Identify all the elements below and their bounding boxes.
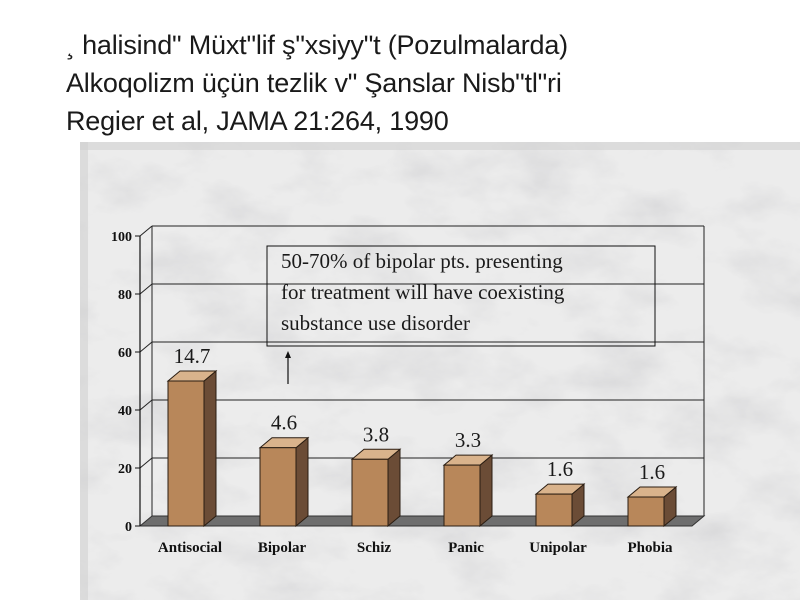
- y-tick-label: 60: [118, 346, 132, 361]
- y-tick-label: 100: [111, 230, 132, 245]
- bar-antisocial: [166, 369, 218, 528]
- y-tick-label: 80: [118, 288, 132, 303]
- gridline-depth: [139, 225, 153, 237]
- title-line-2: Alkoqolizm üçün tezlik vʺ Şanslar Nisbʺt…: [66, 68, 562, 98]
- bar-front: [443, 464, 481, 527]
- slide-title: ¸ halisindʺ Müxtʺlif şʺxsiyyʺt (Pozulmal…: [66, 26, 786, 140]
- gridline-depth: [139, 399, 153, 411]
- annotation-box: 50-70% of bipolar pts. presenting for tr…: [267, 246, 655, 346]
- x-tick-label-schiz: Schiz: [357, 540, 392, 556]
- x-tick-label-bipolar: Bipolar: [258, 540, 307, 556]
- bar-front: [351, 458, 389, 527]
- gridline-depth: [139, 457, 153, 469]
- bar-side: [387, 448, 401, 528]
- annotation-line-1: 50-70% of bipolar pts. presenting: [281, 249, 563, 273]
- annotation-line-2: for treatment will have coexisting: [281, 280, 565, 304]
- bar-series: [166, 369, 678, 528]
- y-tick-label: 40: [118, 404, 132, 419]
- data-label-phobia: 1.6: [639, 460, 665, 484]
- bar-front: [259, 447, 297, 527]
- bar-bipolar: [258, 436, 310, 528]
- y-tick-label: 20: [118, 462, 132, 477]
- y-axis: 0 20 40 60 80 100: [111, 230, 141, 535]
- gridline-depth: [139, 341, 153, 353]
- annotation-line-3: substance use disorder: [281, 311, 470, 335]
- arrow-head: [285, 351, 291, 358]
- bar-side: [203, 369, 217, 528]
- y-tick-label: 0: [125, 520, 132, 535]
- annotation-border: [266, 245, 656, 347]
- bar-front: [535, 493, 573, 527]
- bar-panic: [442, 454, 494, 528]
- data-label-bipolar: 4.6: [271, 411, 297, 435]
- data-label-panic: 3.3: [455, 428, 481, 452]
- bar-side: [479, 454, 493, 528]
- bar-unipolar: [534, 483, 586, 528]
- x-tick-label-antisocial: Antisocial: [158, 540, 222, 556]
- annotation-arrow: [266, 245, 656, 384]
- title-line-1: ¸ halisindʺ Müxtʺlif şʺxsiyyʺt (Pozulmal…: [66, 30, 568, 60]
- chart-floor: [138, 515, 706, 527]
- bar-phobia: [626, 485, 678, 528]
- bar-side: [295, 436, 309, 528]
- chart-labels: 14.7 Antisocial 4.6 Bipolar 3.8 Schiz 3.3 Panic…: [158, 344, 673, 556]
- data-label-schiz: 3.8: [363, 422, 389, 446]
- bar-front: [167, 380, 205, 527]
- data-label-unipolar: 1.6: [547, 457, 573, 481]
- bar-schiz: [350, 448, 402, 528]
- x-tick-label-phobia: Phobia: [627, 540, 673, 556]
- bar-front: [627, 496, 665, 527]
- x-tick-label-unipolar: Unipolar: [529, 540, 587, 556]
- x-tick-label-panic: Panic: [448, 540, 484, 556]
- data-label-antisocial: 14.7: [174, 344, 211, 368]
- title-line-3: Regier et al, JAMA 21:264, 1990: [66, 106, 449, 136]
- gridline-depth: [139, 283, 153, 295]
